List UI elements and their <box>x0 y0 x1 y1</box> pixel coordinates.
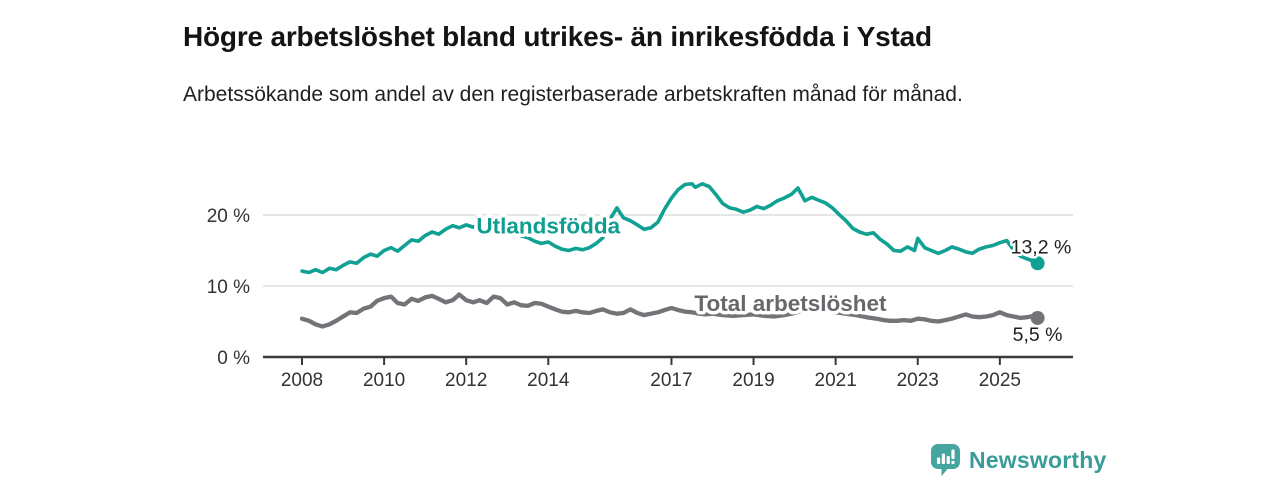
chart-subtitle: Arbetssökande som andel av den registerb… <box>183 83 963 106</box>
newsworthy-brand-name: Newsworthy <box>969 447 1107 473</box>
series-line-utlandsfodda <box>300 182 1040 275</box>
end-value-label-total-arbetsloshet: 5,5 % <box>1013 324 1063 346</box>
page-title: Högre arbetslöshet bland utrikes- än inr… <box>183 20 932 52</box>
series-end-dot-total-arbetsloshet <box>1030 310 1045 325</box>
x-tick-label-2012: 2012 <box>445 370 487 391</box>
x-tick-label-2023: 2023 <box>897 370 939 391</box>
series-end-dot-utlandsfodda <box>1030 256 1045 271</box>
y-tick-label-0: 0 % <box>217 348 250 369</box>
series-label-utlandsfodda: Utlandsfödda <box>476 214 620 239</box>
bar-chart-speech-bubble-icon <box>931 444 960 477</box>
y-tick-label-10: 10 % <box>207 277 250 298</box>
series-line-total-arbetsloshet <box>299 292 1040 329</box>
newsworthy-logo: Newsworthy <box>931 444 1106 477</box>
end-value-label-utlandsfodda: 13,2 % <box>1011 236 1072 258</box>
x-tick-label-2014: 2014 <box>527 370 570 391</box>
x-tick-label-2019: 2019 <box>732 370 774 391</box>
x-tick-label-2008: 2008 <box>281 370 323 391</box>
x-tick-label-2010: 2010 <box>363 370 405 391</box>
series-label-total-arbetsloshet: Total arbetslöshet <box>694 291 887 316</box>
x-tick-label-2025: 2025 <box>979 370 1021 391</box>
y-tick-label-20: 20 % <box>207 206 250 227</box>
x-tick-label-2021: 2021 <box>815 370 857 391</box>
x-tick-label-2017: 2017 <box>650 370 692 391</box>
